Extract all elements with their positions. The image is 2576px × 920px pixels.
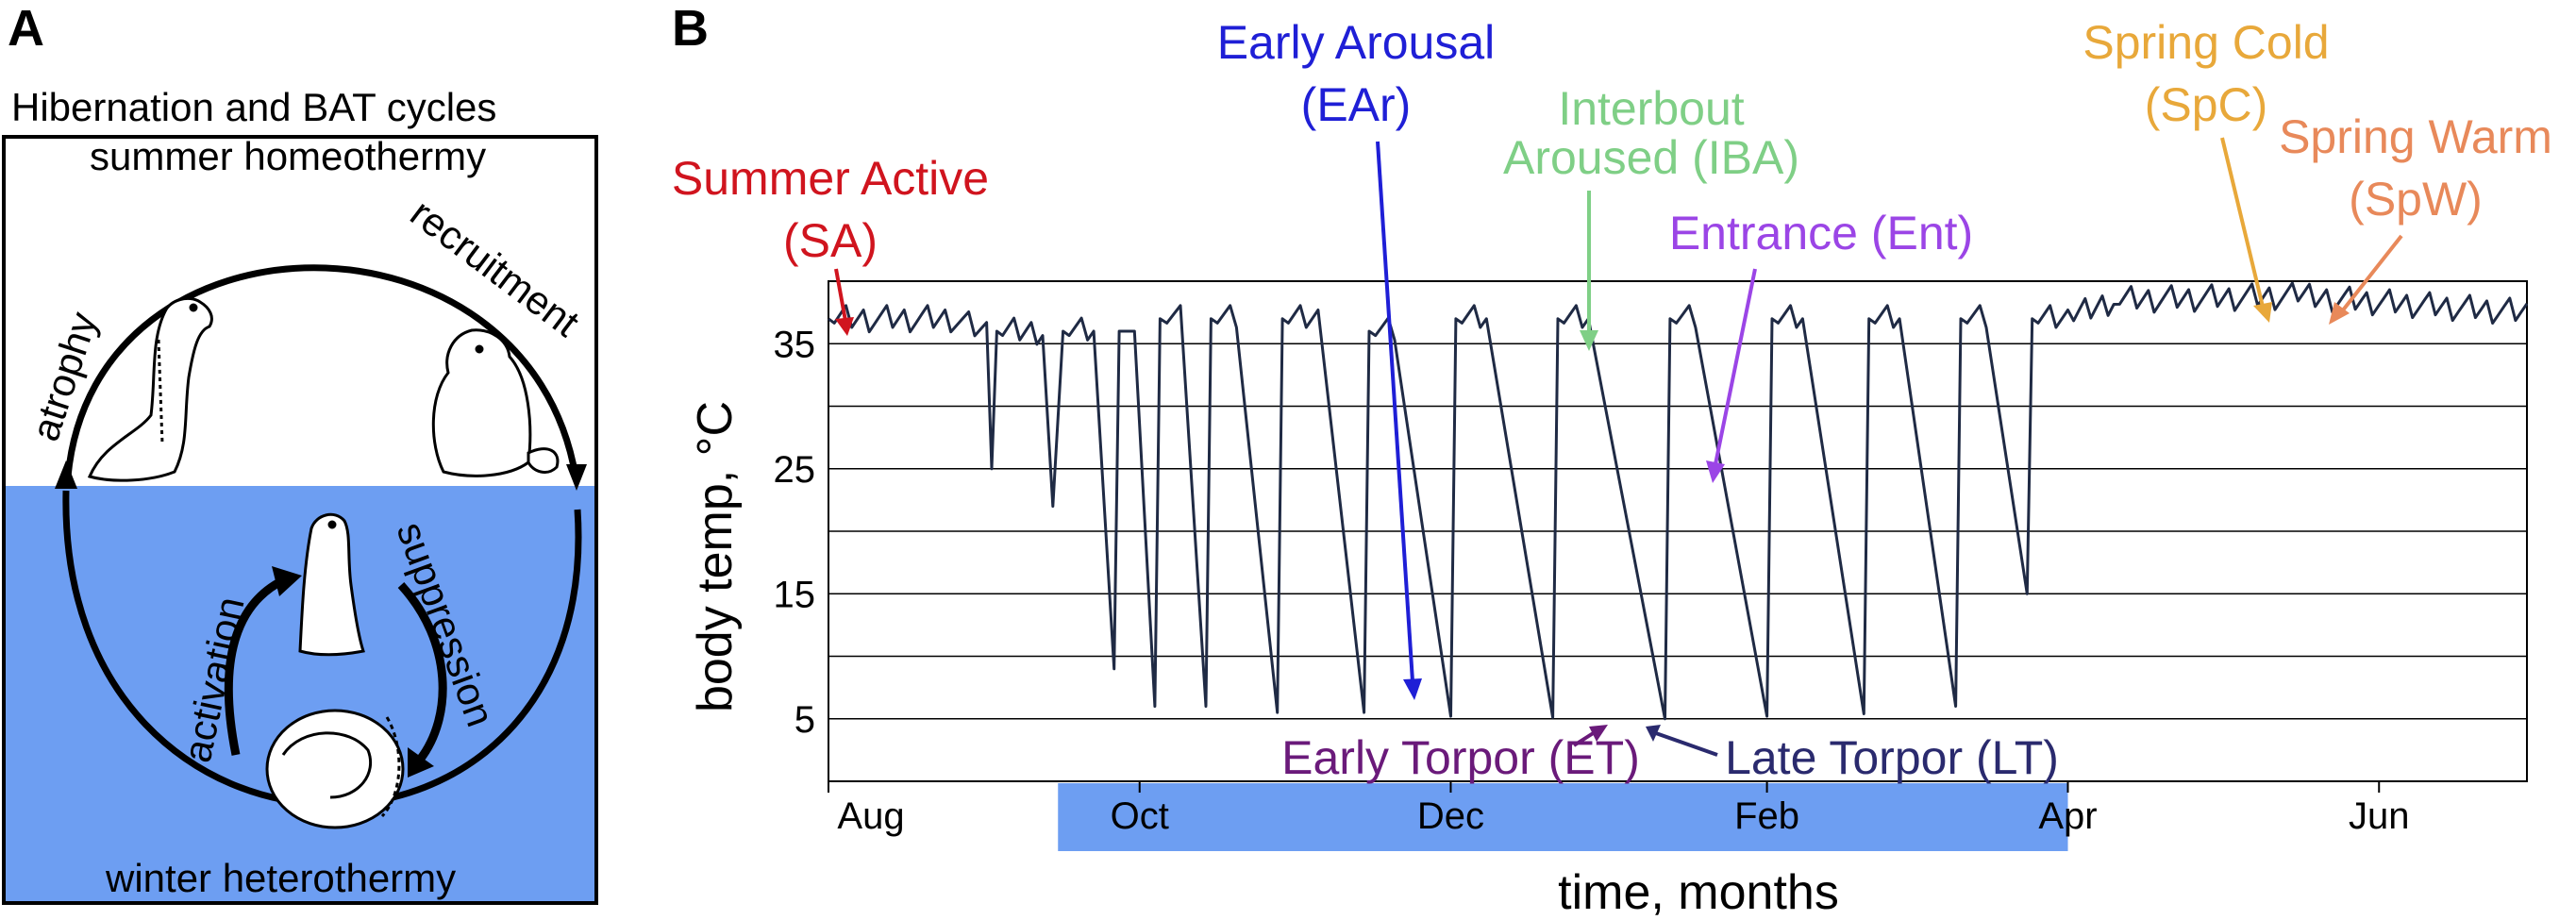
atrophy-arrowhead [55,460,77,489]
winter-heterothermy-label: winter heterothermy [105,856,456,900]
panel-a-title: Hibernation and BAT cycles [11,85,496,129]
outer-upper-arc [64,264,579,477]
x-tick-label: Dec [1417,795,1484,837]
atrophy-label: atrophy [23,307,106,446]
x-axis-label: time, months [1558,865,1839,920]
x-tick-label: Aug [837,795,904,837]
y-tick-label: 5 [795,699,815,741]
recruitment-arrowhead [566,464,587,491]
late-torpor-arrow [1652,730,1718,757]
annotation-entrance: Entrance (Ent) [1669,207,1973,483]
late-torpor-arrowhead [1646,725,1661,742]
plot-frame [828,280,2528,782]
annotation-interbout: Interbout Aroused (IBA) [1503,82,1799,351]
panel-a: A Hibernation and BAT cycles summer home… [2,0,598,905]
x-tick-label: Jun [2349,795,2410,837]
annotation-spring-warm: Spring Warm (SpW) [2279,110,2552,325]
spring-warm-abbr: (SpW) [2349,173,2483,226]
summer-active-abbr: (SA) [783,214,878,267]
interbout-arrowhead [1580,330,1598,351]
summer-active-arrowhead [835,317,854,336]
grid-lines [828,343,2527,720]
entrance-arrow [1714,268,1757,465]
standing-squirrel-icon [87,296,213,482]
y-tick-label: 35 [774,324,816,365]
early-torpor-arrow [1572,730,1597,747]
entrance-arrowhead [1706,460,1725,483]
x-tick-label: Apr [2038,795,2097,837]
y-axis-ticks: 5 15 25 35 [774,324,816,741]
x-tick-label: Feb [1734,795,1799,837]
panel-a-frame [2,135,598,905]
curled-hibernating-squirrel-icon [265,709,405,829]
entrance-label: Entrance (Ent) [1669,207,1973,259]
winter-region [4,486,596,903]
early-arousal-arrowhead [1403,678,1422,700]
body-temperature-trace [828,281,2529,721]
eating-squirrel-icon [431,328,560,477]
summer-active-label: Summer Active [672,152,989,205]
x-axis-ticks: Aug Oct Dec Feb Apr Jun [828,781,2409,837]
spring-cold-abbr: (SpC) [2145,78,2268,131]
spring-cold-label: Spring Cold [2083,16,2329,69]
early-arousal-arrow [1376,141,1414,682]
interbout-label: Interbout [1558,82,1744,135]
y-tick-label: 25 [774,449,816,491]
y-axis-label: body temp, °C [688,401,743,712]
sitting-squirrel-icon [298,512,365,657]
suppression-arrowhead [408,747,434,778]
spring-warm-arrow [2340,234,2403,313]
early-arousal-abbr: (EAr) [1301,78,1412,131]
panel-b-letter: B [672,0,709,57]
panel-a-letter: A [8,0,44,57]
spring-warm-arrowhead [2329,302,2350,325]
x-tick-label: Oct [1111,795,1169,837]
annotation-spring-cold: Spring Cold (SpC) [2083,16,2330,323]
hibernation-band [1058,783,2068,851]
spring-warm-label: Spring Warm [2279,110,2552,163]
early-torpor-arrowhead [1589,725,1608,742]
annotation-early-arousal: Early Arousal (EAr) [1217,16,1496,700]
inner-left-arc [224,576,286,756]
late-torpor-label: Late Torpor (LT) [1725,731,2059,784]
annotation-early-torpor: Early Torpor (ET) [1281,725,1640,784]
interbout-abbr: Aroused (IBA) [1503,131,1799,184]
spring-cold-arrow [2220,137,2265,308]
summer-active-arrow [834,268,847,322]
activation-arrowhead [272,566,302,596]
spring-cold-arrowhead [2253,302,2272,323]
inner-right-arc [397,581,447,762]
recruitment-label: recruitment [403,191,588,345]
annotation-summer-active: Summer Active (SA) [672,152,989,336]
panel-b: B 5 15 25 35 Aug Oct Dec Feb Apr Jun body temp, … [672,0,2552,920]
y-tick-label: 15 [774,574,816,615]
summer-homeothermy-label: summer homeothermy [90,134,486,178]
annotation-late-torpor: Late Torpor (LT) [1646,725,2059,784]
early-arousal-label: Early Arousal [1217,16,1496,69]
